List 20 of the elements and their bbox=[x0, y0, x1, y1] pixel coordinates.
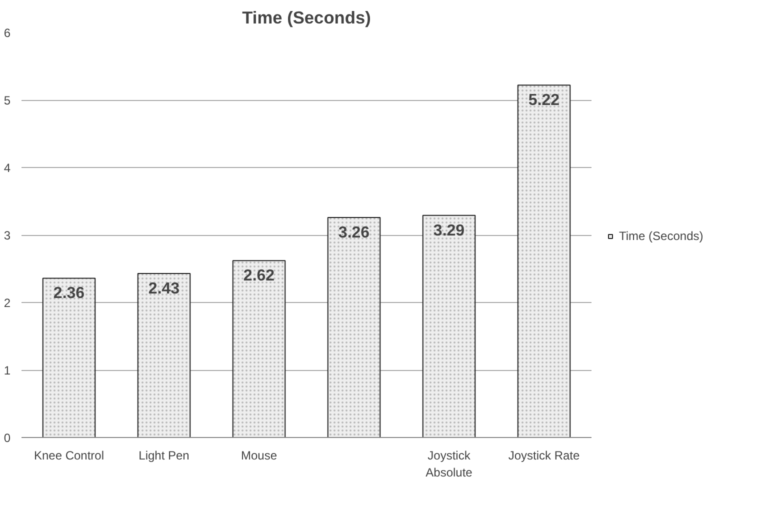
legend-label: Time (Seconds) bbox=[619, 229, 704, 243]
data-label: 3.26 bbox=[338, 224, 370, 242]
data-label: 3.29 bbox=[433, 222, 465, 240]
chart-title: Time (Seconds) bbox=[242, 8, 371, 28]
y-tick-label: 6 bbox=[4, 26, 11, 40]
x-tick-label: Mouse bbox=[240, 448, 278, 462]
y-tick-label: 0 bbox=[4, 431, 11, 445]
y-tick-label: 4 bbox=[4, 161, 11, 175]
data-label: 2.36 bbox=[53, 285, 85, 302]
data-label: 5.22 bbox=[528, 92, 560, 110]
x-tick-label: Joystick Absolute bbox=[426, 448, 473, 480]
data-label: 2.62 bbox=[243, 268, 275, 285]
x-tick-label: Joystick Rate bbox=[508, 448, 580, 462]
y-tick-label: 3 bbox=[4, 228, 11, 242]
data-label: 2.43 bbox=[148, 280, 180, 298]
x-tick-label: Light Pen bbox=[138, 448, 190, 462]
y-tick-label: 2 bbox=[4, 296, 11, 310]
x-tick-label: Knee Control bbox=[34, 448, 104, 462]
y-tick-label: 5 bbox=[4, 94, 11, 108]
y-tick-label: 1 bbox=[4, 364, 11, 378]
